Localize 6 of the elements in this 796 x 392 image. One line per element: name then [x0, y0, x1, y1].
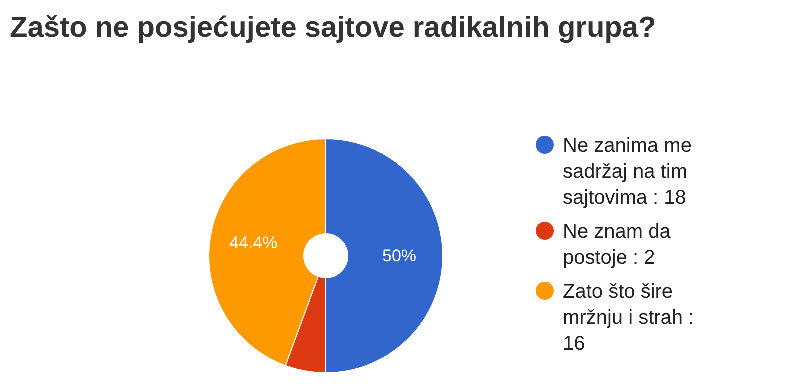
legend-label: Zato što šire mržnju i strah : 16: [563, 280, 696, 357]
legend-label: Ne znam da postoje : 2: [563, 220, 672, 271]
data-label: 44.4%: [230, 234, 278, 253]
legend-label: Ne zanima me sadržaj na tim sajtovima : 18: [563, 134, 693, 211]
data-label: 50%: [382, 246, 417, 266]
chart-title: Zašto ne posjećujete sajtove radikalnih grupa?: [10, 12, 656, 45]
